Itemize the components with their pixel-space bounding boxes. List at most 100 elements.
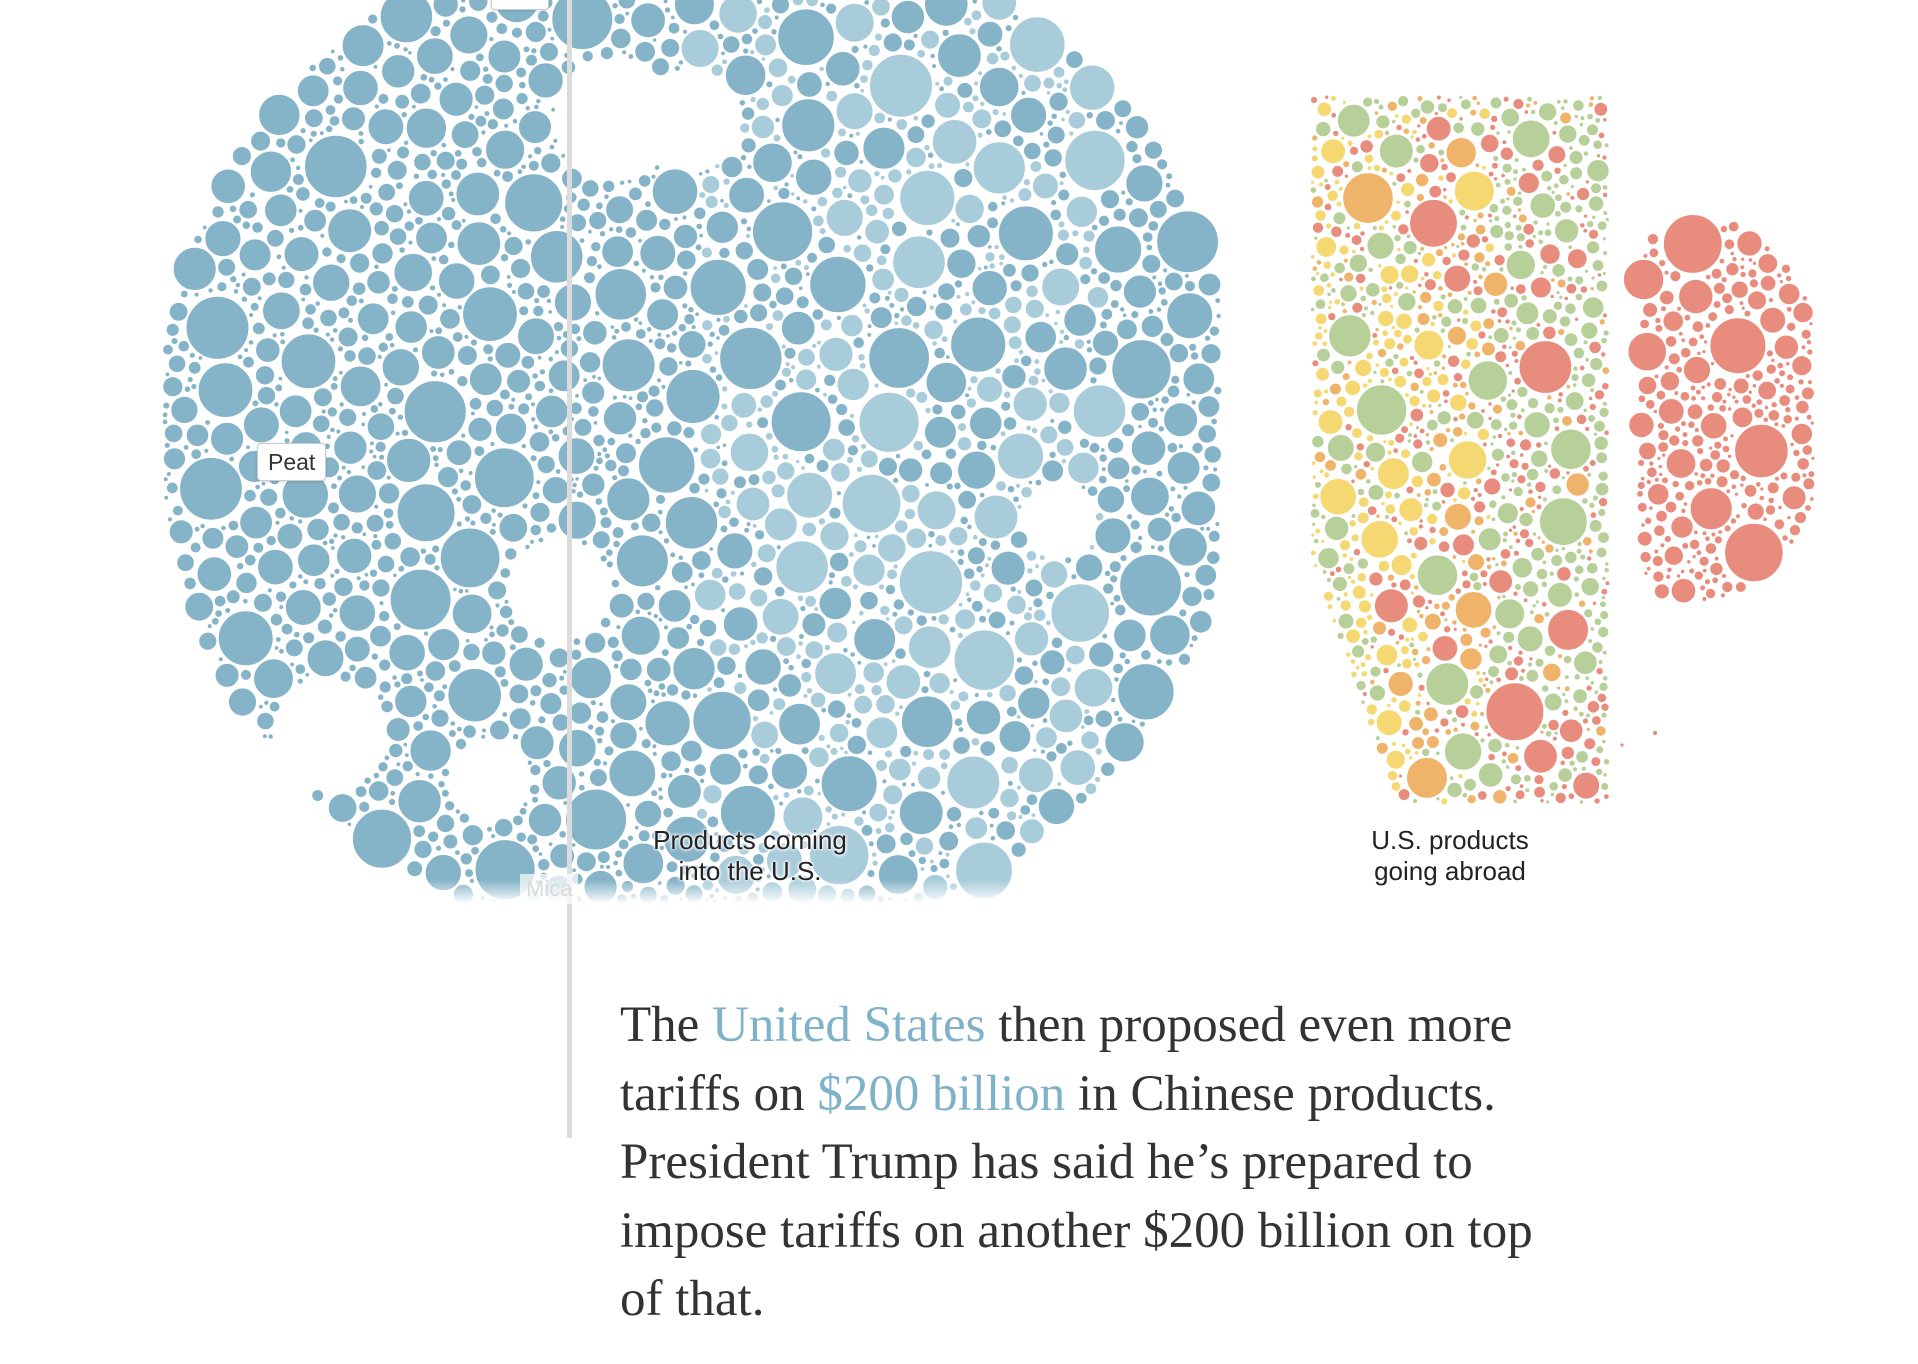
product-bubble[interactable] (1669, 514, 1695, 540)
product-bubble[interactable] (743, 526, 750, 534)
product-bubble[interactable] (1594, 117, 1602, 124)
product-bubble[interactable] (1061, 86, 1068, 93)
product-bubble[interactable] (635, 328, 647, 340)
product-bubble[interactable] (249, 149, 293, 194)
product-bubble[interactable] (665, 419, 684, 438)
product-bubble[interactable] (823, 643, 832, 652)
product-bubble[interactable] (1735, 229, 1764, 258)
product-bubble[interactable] (670, 14, 676, 21)
product-bubble[interactable] (1698, 457, 1714, 473)
product-bubble[interactable] (358, 801, 371, 813)
product-bubble[interactable] (647, 338, 654, 344)
product-bubble[interactable] (662, 815, 711, 864)
product-bubble[interactable] (660, 691, 667, 698)
product-bubble[interactable] (187, 360, 203, 376)
product-bubble[interactable] (1470, 528, 1476, 535)
product-bubble[interactable] (218, 656, 224, 662)
product-bubble[interactable] (1682, 501, 1689, 507)
product-bubble[interactable] (530, 401, 536, 408)
product-bubble[interactable] (646, 687, 654, 694)
product-bubble[interactable] (957, 690, 970, 703)
product-bubble[interactable] (1747, 257, 1754, 263)
product-bubble[interactable] (419, 73, 428, 82)
product-bubble[interactable] (297, 207, 304, 214)
product-bubble[interactable] (989, 823, 995, 829)
product-bubble[interactable] (234, 571, 259, 595)
product-bubble[interactable] (940, 761, 949, 771)
product-bubble[interactable] (1188, 342, 1198, 352)
product-bubble[interactable] (1539, 798, 1545, 804)
product-bubble[interactable] (682, 28, 688, 35)
product-bubble[interactable] (512, 814, 524, 827)
product-bubble[interactable] (1439, 157, 1446, 164)
product-bubble[interactable] (1480, 340, 1497, 358)
product-bubble[interactable] (1807, 379, 1813, 386)
product-bubble[interactable] (1554, 193, 1563, 202)
product-bubble[interactable] (750, 114, 776, 140)
product-bubble[interactable] (1421, 402, 1427, 409)
product-bubble[interactable] (527, 802, 563, 838)
product-bubble[interactable] (1020, 354, 1033, 367)
product-bubble[interactable] (164, 371, 171, 378)
product-bubble[interactable] (770, 28, 778, 36)
product-bubble[interactable] (1416, 95, 1424, 102)
product-bubble[interactable] (1510, 556, 1534, 580)
product-bubble[interactable] (772, 133, 782, 143)
product-bubble[interactable] (303, 107, 325, 129)
product-bubble[interactable] (933, 301, 954, 322)
product-bubble[interactable] (1594, 481, 1611, 498)
product-bubble[interactable] (1089, 376, 1098, 385)
product-bubble[interactable] (296, 542, 332, 578)
product-bubble[interactable] (312, 386, 334, 408)
product-bubble[interactable] (203, 448, 210, 454)
product-bubble[interactable] (819, 1, 826, 9)
product-bubble[interactable] (1340, 462, 1353, 475)
product-bubble[interactable] (989, 835, 997, 842)
product-bubble[interactable] (1592, 139, 1603, 150)
product-bubble[interactable] (535, 283, 552, 300)
product-bubble[interactable] (1655, 389, 1667, 401)
product-bubble[interactable] (965, 699, 1002, 737)
product-bubble[interactable] (1746, 289, 1768, 312)
product-bubble[interactable] (964, 291, 971, 298)
product-bubble[interactable] (763, 506, 799, 543)
product-bubble[interactable] (1392, 374, 1408, 389)
product-bubble[interactable] (1654, 509, 1669, 524)
product-bubble[interactable] (826, 698, 848, 720)
product-bubble[interactable] (638, 234, 677, 273)
product-bubble[interactable] (1204, 334, 1212, 342)
product-bubble[interactable] (634, 437, 642, 445)
product-bubble[interactable] (1147, 399, 1155, 407)
product-bubble[interactable] (1390, 696, 1398, 704)
product-bubble[interactable] (1335, 395, 1348, 408)
product-bubble[interactable] (756, 13, 774, 31)
product-bubble[interactable] (1566, 247, 1589, 270)
product-bubble[interactable] (708, 844, 716, 852)
product-bubble[interactable] (719, 524, 729, 534)
product-bubble[interactable] (846, 456, 854, 465)
product-bubble[interactable] (1335, 200, 1343, 208)
product-bubble[interactable] (1743, 483, 1759, 499)
product-bubble[interactable] (1493, 176, 1499, 182)
product-bubble[interactable] (742, 47, 750, 55)
product-bubble[interactable] (1405, 485, 1415, 495)
product-bubble[interactable] (1205, 525, 1211, 532)
product-bubble[interactable] (761, 597, 801, 637)
product-bubble[interactable] (1377, 348, 1388, 359)
product-bubble[interactable] (683, 313, 696, 326)
product-bubble[interactable] (800, 657, 812, 670)
product-bubble[interactable] (840, 575, 853, 588)
product-bubble[interactable] (927, 162, 936, 170)
product-bubble[interactable] (999, 50, 1011, 62)
product-bubble[interactable] (1586, 471, 1593, 478)
product-bubble[interactable] (634, 208, 659, 233)
product-bubble[interactable] (328, 115, 341, 127)
product-bubble[interactable] (1658, 259, 1667, 268)
product-bubble[interactable] (1603, 758, 1611, 766)
product-bubble[interactable] (1559, 111, 1572, 125)
product-bubble[interactable] (515, 831, 527, 843)
product-bubble[interactable] (898, 169, 956, 227)
product-bubble[interactable] (800, 746, 810, 755)
product-bubble[interactable] (715, 335, 721, 341)
product-bubble[interactable] (952, 677, 958, 683)
